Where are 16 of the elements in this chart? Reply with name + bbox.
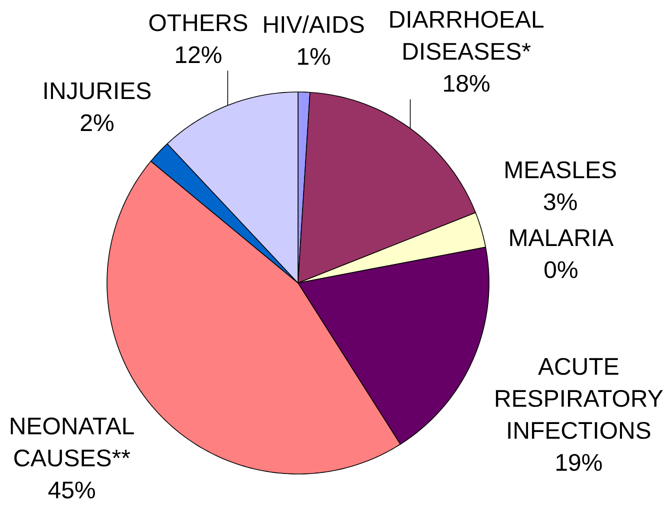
slice-label: ACUTE RESPIRATORY INFECTIONS: [496, 358, 663, 439]
slice-label: OTHERS: [149, 14, 248, 32]
data-label: 2%: [80, 114, 114, 132]
slice-label: INJURIES: [44, 82, 151, 100]
slice-label: DIARRHOEAL DISEASES*: [390, 10, 544, 60]
slice-label: MEASLES: [506, 161, 616, 178]
slice-label: NEONATAL CAUSES**: [10, 417, 134, 466]
data-label: 12%: [176, 46, 222, 64]
data-label: 1%: [298, 48, 330, 65]
slice-label: HIV/AIDS: [264, 15, 364, 33]
data-label: 18%: [444, 74, 490, 92]
data-label: 3%: [544, 193, 577, 210]
text: 0%: [544, 261, 578, 278]
data-label: 19%: [556, 454, 602, 471]
data-label: 45%: [48, 482, 95, 498]
category-label: MALARIA: [510, 229, 614, 246]
